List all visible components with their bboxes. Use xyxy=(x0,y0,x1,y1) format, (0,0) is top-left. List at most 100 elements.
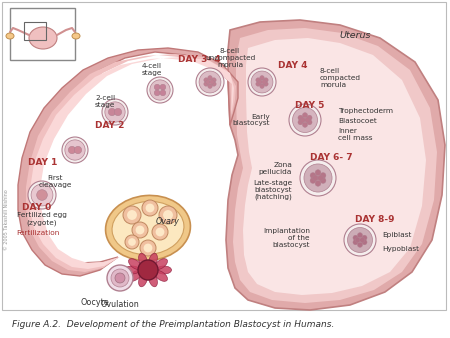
Circle shape xyxy=(138,260,158,280)
Ellipse shape xyxy=(29,27,57,49)
Circle shape xyxy=(307,120,312,125)
Circle shape xyxy=(298,120,303,125)
Circle shape xyxy=(302,113,307,118)
Circle shape xyxy=(307,115,312,120)
Circle shape xyxy=(289,104,321,136)
Text: Implantation
of the
blastocyst: Implantation of the blastocyst xyxy=(263,228,310,248)
Circle shape xyxy=(292,107,318,132)
Text: DAY 0: DAY 0 xyxy=(22,203,51,212)
Ellipse shape xyxy=(154,259,167,270)
Circle shape xyxy=(298,115,303,120)
Text: DAY 1: DAY 1 xyxy=(28,158,58,167)
Ellipse shape xyxy=(106,195,190,261)
Circle shape xyxy=(160,90,166,96)
Circle shape xyxy=(310,173,316,178)
Text: 2-cell
stage: 2-cell stage xyxy=(95,95,115,108)
Text: DAY 5: DAY 5 xyxy=(295,101,324,110)
Circle shape xyxy=(208,76,212,80)
Circle shape xyxy=(353,240,358,245)
Circle shape xyxy=(154,90,160,96)
Text: Ovulation: Ovulation xyxy=(101,300,140,309)
Ellipse shape xyxy=(129,270,142,281)
Polygon shape xyxy=(226,20,445,310)
Ellipse shape xyxy=(148,272,157,287)
Circle shape xyxy=(264,78,268,82)
Circle shape xyxy=(144,244,153,252)
Circle shape xyxy=(156,227,164,236)
Ellipse shape xyxy=(148,253,157,268)
Text: Uterus: Uterus xyxy=(339,31,371,40)
Circle shape xyxy=(357,233,363,238)
Circle shape xyxy=(152,224,168,240)
Circle shape xyxy=(62,137,88,163)
Text: Epiblast: Epiblast xyxy=(382,232,411,238)
Circle shape xyxy=(302,122,307,127)
Ellipse shape xyxy=(125,266,140,274)
Polygon shape xyxy=(18,48,238,276)
Text: Zona
pellucida: Zona pellucida xyxy=(259,162,292,175)
Circle shape xyxy=(163,210,173,220)
Circle shape xyxy=(204,78,208,82)
Circle shape xyxy=(208,84,212,89)
Circle shape xyxy=(251,71,273,93)
Circle shape xyxy=(355,237,360,243)
Ellipse shape xyxy=(6,33,14,39)
Text: © 2005 Takashili Nishino: © 2005 Takashili Nishino xyxy=(4,190,9,250)
Text: Oocyte: Oocyte xyxy=(81,298,109,307)
Circle shape xyxy=(315,170,321,175)
Circle shape xyxy=(360,237,365,243)
Circle shape xyxy=(318,175,324,181)
Circle shape xyxy=(260,76,264,80)
Text: Figure A.2.  Development of the Preimplantation Blastocyst in Humans.: Figure A.2. Development of the Preimplan… xyxy=(12,320,334,329)
Text: DAY 8-9: DAY 8-9 xyxy=(355,215,395,224)
Circle shape xyxy=(28,181,56,209)
Circle shape xyxy=(132,222,148,238)
Circle shape xyxy=(300,160,336,196)
Circle shape xyxy=(111,269,129,287)
Text: DAY 2: DAY 2 xyxy=(95,121,124,130)
Circle shape xyxy=(353,235,358,240)
Circle shape xyxy=(68,146,76,154)
Ellipse shape xyxy=(72,33,80,39)
Circle shape xyxy=(142,200,158,216)
Circle shape xyxy=(344,224,376,256)
Circle shape xyxy=(320,178,326,184)
Circle shape xyxy=(256,78,260,82)
Circle shape xyxy=(206,80,210,84)
Circle shape xyxy=(107,265,133,291)
Circle shape xyxy=(315,180,321,186)
Circle shape xyxy=(115,273,125,283)
Circle shape xyxy=(123,206,141,224)
Circle shape xyxy=(210,80,214,84)
Text: Fertilization: Fertilization xyxy=(16,230,60,236)
Text: DAY 4: DAY 4 xyxy=(278,61,307,70)
Circle shape xyxy=(127,210,137,220)
FancyBboxPatch shape xyxy=(2,2,446,310)
Circle shape xyxy=(362,235,367,240)
Circle shape xyxy=(102,99,128,125)
Ellipse shape xyxy=(129,259,142,270)
Circle shape xyxy=(305,117,310,123)
Ellipse shape xyxy=(139,272,148,287)
Circle shape xyxy=(74,146,81,154)
Circle shape xyxy=(160,84,166,90)
Circle shape xyxy=(140,240,156,256)
Circle shape xyxy=(310,178,316,184)
Ellipse shape xyxy=(139,253,148,268)
Circle shape xyxy=(65,140,85,160)
Polygon shape xyxy=(233,28,437,303)
Circle shape xyxy=(196,68,224,96)
Circle shape xyxy=(320,173,326,178)
Polygon shape xyxy=(26,54,236,272)
Circle shape xyxy=(31,184,53,206)
Circle shape xyxy=(204,82,208,86)
Circle shape xyxy=(258,80,262,84)
Circle shape xyxy=(300,117,305,123)
Circle shape xyxy=(260,84,264,89)
Circle shape xyxy=(146,203,154,212)
Circle shape xyxy=(159,206,177,224)
Circle shape xyxy=(357,242,363,247)
Text: Blastocoet: Blastocoet xyxy=(338,118,377,124)
Circle shape xyxy=(150,80,170,100)
Circle shape xyxy=(147,77,173,103)
